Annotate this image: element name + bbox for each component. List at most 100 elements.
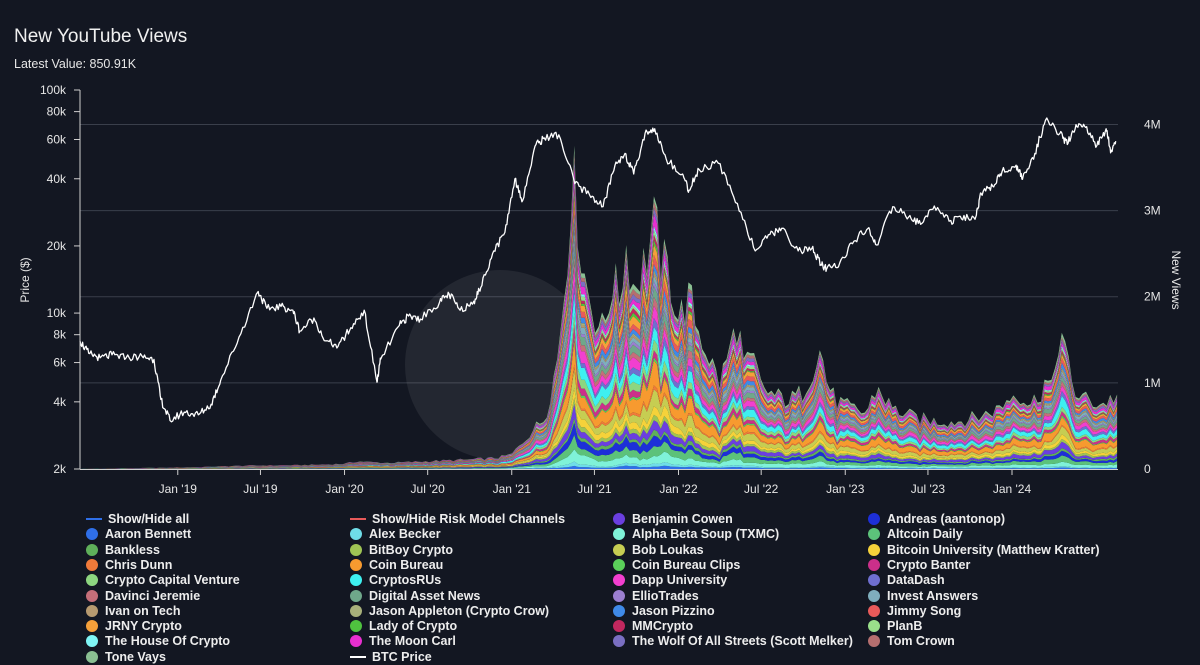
- legend-label: Benjamin Cowen: [632, 512, 733, 526]
- y-tick-label: 10k: [47, 306, 67, 320]
- legend-item-cryptosrus[interactable]: CryptosRUs: [350, 573, 441, 588]
- legend-item-the-wolf-of-all-streets-scott-melker[interactable]: The Wolf Of All Streets (Scott Melker): [613, 634, 853, 649]
- x-tick-label: Jan '19: [159, 482, 198, 496]
- legend-label: Show/Hide Risk Model Channels: [372, 512, 566, 526]
- legend-item-dapp-university[interactable]: Dapp University: [613, 573, 727, 588]
- y-tick-label: 6k: [53, 356, 67, 370]
- legend-dot-icon: [86, 620, 98, 633]
- legend-item-chris-dunn[interactable]: Chris Dunn: [86, 558, 172, 573]
- x-tick-label: Jan '23: [826, 482, 865, 496]
- legend-label: The Moon Carl: [369, 634, 456, 649]
- series-area-aaron-bennett: [80, 465, 1118, 469]
- legend-item-benjamin-cowen[interactable]: Benjamin Cowen: [613, 512, 733, 527]
- legend-label: Invest Answers: [887, 588, 979, 603]
- legend-dot-icon: [350, 574, 362, 587]
- legend-item-show-hide-risk-model-channels[interactable]: Show/Hide Risk Model Channels: [350, 512, 565, 527]
- legend-dot-icon: [350, 604, 362, 617]
- legend-item-btc-price[interactable]: BTC Price: [350, 650, 432, 665]
- legend-item-jimmy-song[interactable]: Jimmy Song: [868, 604, 961, 619]
- legend-label: MMCrypto: [632, 619, 694, 634]
- series-area-alex-becker: [80, 461, 1118, 469]
- legend-item-tom-crown[interactable]: Tom Crown: [868, 634, 955, 649]
- legend-item-aaron-bennett[interactable]: Aaron Bennett: [86, 527, 191, 542]
- legend-item-digital-asset-news[interactable]: Digital Asset News: [350, 589, 480, 604]
- legend-item-invest-answers[interactable]: Invest Answers: [868, 589, 978, 604]
- legend-item-bankless[interactable]: Bankless: [86, 543, 160, 558]
- legend-label: Crypto Banter: [887, 557, 971, 572]
- legend-dot-icon: [868, 558, 880, 571]
- legend-label: The House Of Crypto: [105, 634, 231, 649]
- legend-dot-icon: [86, 635, 98, 648]
- legend-item-lady-of-crypto[interactable]: Lady of Crypto: [350, 619, 457, 634]
- y2-tick-label: 1M: [1144, 376, 1161, 390]
- legend-item-davinci-jeremie[interactable]: Davinci Jeremie: [86, 589, 200, 604]
- legend-dot-icon: [86, 543, 98, 556]
- legend-label: Bankless: [105, 542, 160, 557]
- legend-dot-icon: [350, 558, 362, 571]
- legend-line-icon: [350, 655, 366, 658]
- legend-label: PlanB: [887, 619, 923, 634]
- legend-item-jrny-crypto[interactable]: JRNY Crypto: [86, 619, 182, 634]
- legend-item-datadash[interactable]: DataDash: [868, 573, 945, 588]
- legend-dot-icon: [868, 528, 880, 541]
- legend-item-coin-bureau-clips[interactable]: Coin Bureau Clips: [613, 558, 740, 573]
- legend-label: Alex Becker: [369, 527, 441, 542]
- legend-item-the-house-of-crypto[interactable]: The House Of Crypto: [86, 634, 230, 649]
- chart-canvas: 2k 4k 6k 8k 10k 20k 40k 60k 80k 100k 0 1M 2M 3M 4M Ja…: [18, 83, 1183, 496]
- legend-item-tone-vays[interactable]: Tone Vays: [86, 650, 166, 665]
- views-axis: 0 1M 2M 3M 4M: [1144, 117, 1161, 476]
- legend-label: Bob Loukas: [632, 542, 704, 557]
- legend-dot-icon: [868, 635, 880, 648]
- legend-item-mmcrypto[interactable]: MMCrypto: [613, 619, 693, 634]
- legend-label: BTC Price: [372, 649, 432, 664]
- legend-item-elliotrades[interactable]: EllioTrades: [613, 589, 699, 604]
- legend-label: Jason Pizzino: [632, 603, 715, 618]
- legend-label: Tone Vays: [105, 649, 166, 664]
- legend-item-ivan-on-tech[interactable]: Ivan on Tech: [86, 604, 180, 619]
- legend-dot-icon: [868, 513, 880, 525]
- legend-item-bitboy-crypto[interactable]: BitBoy Crypto: [350, 543, 453, 558]
- y-tick-label: 40k: [47, 172, 67, 186]
- legend-line-icon: [86, 518, 102, 520]
- y2-tick-label: 0: [1144, 462, 1151, 476]
- legend-item-crypto-capital-venture[interactable]: Crypto Capital Venture: [86, 573, 240, 588]
- y2-tick-label: 4M: [1144, 117, 1161, 131]
- legend-dot-icon: [613, 558, 625, 571]
- legend-dot-icon: [868, 620, 880, 633]
- series-area-alpha-beta-soup-txmc: [80, 449, 1118, 469]
- legend-dot-icon: [350, 543, 362, 556]
- chart-title: New YouTube Views: [14, 26, 188, 47]
- legend-item-crypto-banter[interactable]: Crypto Banter: [868, 558, 970, 573]
- legend-dot-icon: [86, 604, 98, 617]
- legend-label: Chris Dunn: [105, 557, 173, 572]
- legend-item-coin-bureau[interactable]: Coin Bureau: [350, 558, 443, 573]
- watermark-logo: [405, 270, 595, 460]
- legend-dot-icon: [868, 574, 880, 587]
- legend-item-andreas-aantonop[interactable]: Andreas (aantonop): [868, 512, 1005, 527]
- legend-dot-icon: [613, 589, 625, 602]
- legend-line-icon: [350, 518, 366, 520]
- legend-dot-icon: [868, 604, 880, 617]
- legend-item-bitcoin-university-matthew-kratter[interactable]: Bitcoin University (Matthew Kratter): [868, 543, 1100, 558]
- x-tick-label: Jan '24: [993, 482, 1032, 496]
- legend-item-show-hide-all[interactable]: Show/Hide all: [86, 512, 189, 527]
- legend-item-altcoin-daily[interactable]: Altcoin Daily: [868, 527, 963, 542]
- legend-item-jason-appleton-crypto-crow[interactable]: Jason Appleton (Crypto Crow): [350, 604, 549, 619]
- x-tick-label: Jul '20: [411, 482, 446, 496]
- x-tick-label: Jul '23: [911, 482, 946, 496]
- legend-dot-icon: [86, 574, 98, 587]
- legend-dot-icon: [350, 528, 362, 541]
- y-tick-label: 8k: [53, 328, 67, 342]
- legend-label: Tom Crown: [887, 634, 955, 649]
- legend-item-alpha-beta-soup-txmc[interactable]: Alpha Beta Soup (TXMC): [613, 527, 779, 542]
- legend-item-alex-becker[interactable]: Alex Becker: [350, 527, 441, 542]
- legend-label: DataDash: [887, 573, 945, 588]
- legend-item-planb[interactable]: PlanB: [868, 619, 922, 634]
- legend-item-the-moon-carl[interactable]: The Moon Carl: [350, 634, 456, 649]
- x-tick-label: Jul '22: [744, 482, 779, 496]
- legend-label: Altcoin Daily: [887, 527, 963, 542]
- time-axis: Jan '19 Jul '19 Jan '20 Jul '20 Jan '21 Jul '…: [80, 469, 1118, 496]
- legend-item-bob-loukas[interactable]: Bob Loukas: [613, 543, 704, 558]
- btc-price-layer: [79, 117, 1117, 423]
- legend-item-jason-pizzino[interactable]: Jason Pizzino: [613, 604, 715, 619]
